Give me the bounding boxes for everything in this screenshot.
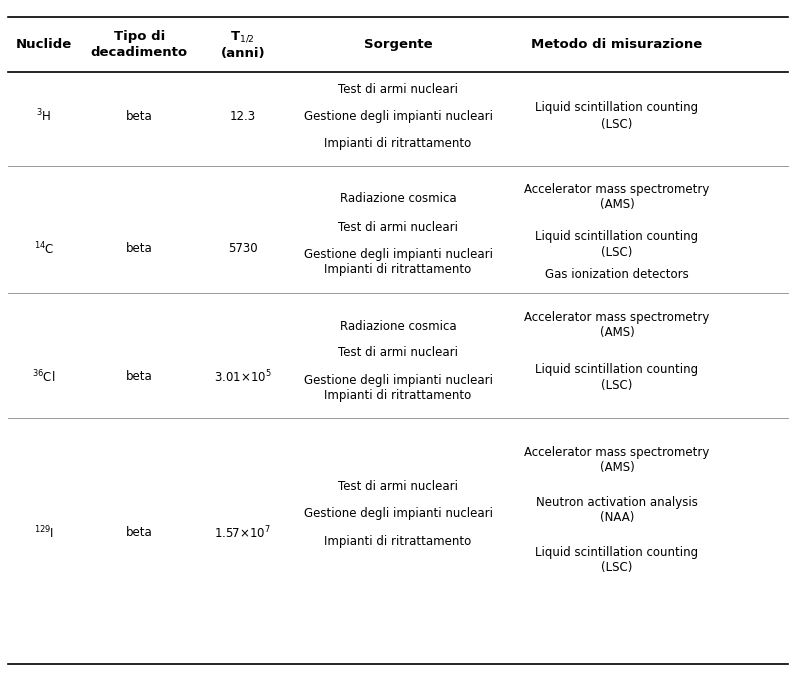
Text: (LSC): (LSC) [601,379,633,392]
Text: Accelerator mass spectrometry: Accelerator mass spectrometry [525,183,709,195]
Text: Tipo di
decadimento: Tipo di decadimento [91,30,188,59]
Text: Test di armi nucleari: Test di armi nucleari [338,347,458,359]
Text: beta: beta [126,242,153,255]
Text: Liquid scintillation counting: Liquid scintillation counting [536,364,698,376]
Text: Radiazione cosmica: Radiazione cosmica [340,192,456,205]
Text: Gestione degli impianti nucleari: Gestione degli impianti nucleari [303,375,493,387]
Text: Test di armi nucleari: Test di armi nucleari [338,83,458,95]
Text: (LSC): (LSC) [601,246,633,258]
Text: Liquid scintillation counting: Liquid scintillation counting [536,230,698,242]
Text: Radiazione cosmica: Radiazione cosmica [340,320,456,332]
Text: (LSC): (LSC) [601,562,633,574]
Text: Liquid scintillation counting: Liquid scintillation counting [536,101,698,114]
Text: (NAA): (NAA) [599,512,634,524]
Text: 12.3: 12.3 [230,110,256,123]
Text: Metodo di misurazione: Metodo di misurazione [531,38,703,51]
Text: Test di armi nucleari: Test di armi nucleari [338,480,458,493]
Text: Impianti di ritrattamento: Impianti di ritrattamento [325,535,471,547]
Text: Gestione degli impianti nucleari: Gestione degli impianti nucleari [303,508,493,520]
Text: Liquid scintillation counting: Liquid scintillation counting [536,546,698,558]
Text: Neutron activation analysis: Neutron activation analysis [536,496,698,508]
Text: (LSC): (LSC) [601,119,633,131]
Text: Gas ionization detectors: Gas ionization detectors [545,268,689,280]
Text: 5730: 5730 [228,242,258,255]
Text: Gestione degli impianti nucleari: Gestione degli impianti nucleari [303,110,493,123]
Text: 3.01×10$^{5}$: 3.01×10$^{5}$ [214,369,271,385]
Text: $^{3}$H: $^{3}$H [36,108,52,125]
Text: beta: beta [126,110,153,123]
Text: Nuclide: Nuclide [16,38,72,51]
Text: Gestione degli impianti nucleari: Gestione degli impianti nucleari [303,249,493,261]
Text: beta: beta [126,371,153,383]
Text: 1.57×10$^{7}$: 1.57×10$^{7}$ [214,525,271,541]
Text: $^{129}$I: $^{129}$I [33,525,54,541]
Text: $^{36}$Cl: $^{36}$Cl [32,369,56,385]
Text: Accelerator mass spectrometry: Accelerator mass spectrometry [525,311,709,323]
Text: (AMS): (AMS) [599,199,634,211]
Text: (AMS): (AMS) [599,462,634,474]
Text: Impianti di ritrattamento: Impianti di ritrattamento [325,389,471,401]
Text: Impianti di ritrattamento: Impianti di ritrattamento [325,138,471,150]
Text: Sorgente: Sorgente [364,38,432,51]
Text: (AMS): (AMS) [599,327,634,339]
Text: Accelerator mass spectrometry: Accelerator mass spectrometry [525,446,709,458]
Text: T$_{1/2}$
(anni): T$_{1/2}$ (anni) [220,29,265,60]
Text: Test di armi nucleari: Test di armi nucleari [338,221,458,234]
Text: Impianti di ritrattamento: Impianti di ritrattamento [325,263,471,275]
Text: $^{14}$C: $^{14}$C [33,240,54,257]
Text: beta: beta [126,527,153,539]
